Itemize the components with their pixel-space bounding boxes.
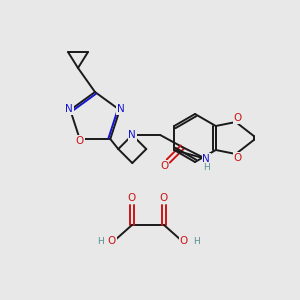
Text: O: O xyxy=(108,236,116,246)
Text: O: O xyxy=(234,153,242,163)
Text: O: O xyxy=(128,193,136,203)
Text: N: N xyxy=(202,154,210,164)
Text: N: N xyxy=(65,104,73,114)
Text: H: H xyxy=(203,163,210,172)
Text: N: N xyxy=(128,130,136,140)
Text: O: O xyxy=(76,136,84,146)
Text: N: N xyxy=(117,104,124,114)
Text: H: H xyxy=(193,236,200,245)
Text: O: O xyxy=(160,193,168,203)
Text: O: O xyxy=(160,161,168,171)
Text: O: O xyxy=(234,113,242,123)
Text: O: O xyxy=(180,236,188,246)
Text: H: H xyxy=(97,236,104,245)
